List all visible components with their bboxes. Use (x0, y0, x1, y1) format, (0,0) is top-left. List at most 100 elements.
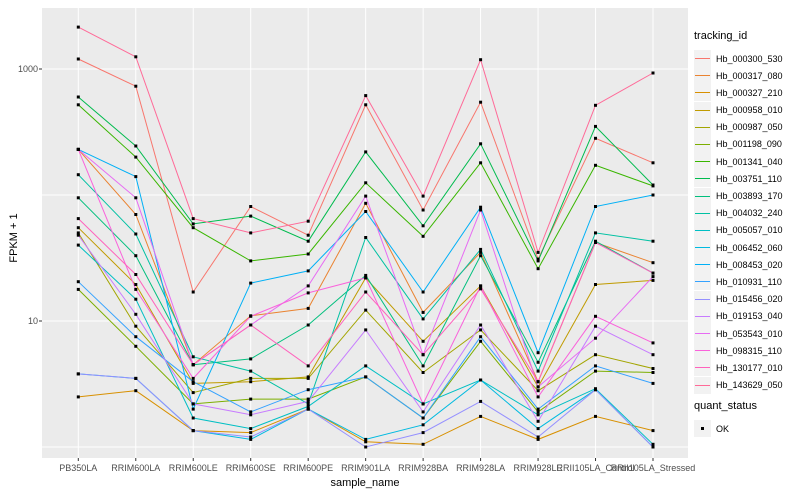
legend-key-swatch (694, 273, 711, 291)
data-point (306, 364, 310, 368)
data-point (594, 336, 597, 340)
legend-key-swatch (694, 420, 711, 437)
legend-item: Hb_098315_110 (694, 342, 800, 360)
data-point (76, 280, 80, 284)
data-point (191, 355, 195, 359)
data-point (306, 323, 310, 327)
data-point (421, 442, 425, 446)
data-point (421, 423, 425, 427)
legend-item: Hb_000317_080 (694, 67, 800, 85)
data-point (249, 397, 253, 401)
data-point (249, 376, 253, 380)
data-point (364, 210, 368, 213)
legend-item-label: Hb_000327_210 (716, 87, 783, 98)
data-point (594, 283, 597, 286)
legend-item: Hb_130177_010 (694, 359, 800, 377)
data-point (364, 103, 368, 107)
legend-items: Hb_000300_530 Hb_000317_080 Hb_000327_210 H… (694, 50, 800, 394)
legend-line-icon (695, 195, 710, 197)
data-point (134, 324, 138, 328)
legend-item: Hb_006452_060 (694, 239, 800, 257)
data-point (76, 217, 80, 221)
data-point (651, 429, 655, 433)
data-point (364, 194, 368, 198)
data-point (76, 25, 80, 29)
data-point (479, 399, 483, 403)
legend-item: Hb_001341_040 (694, 153, 800, 171)
data-point (364, 201, 368, 205)
data-point (134, 84, 138, 88)
data-point (651, 445, 655, 449)
x-tick-label: RRII105LA_Control (556, 463, 635, 473)
legend-item: Hb_000300_530 (694, 50, 800, 67)
data-point (479, 323, 483, 327)
data-point (76, 196, 80, 200)
data-point (594, 124, 597, 128)
data-point (651, 278, 655, 282)
data-point (651, 353, 655, 357)
x-tick-label: RRIM600LE (168, 463, 218, 473)
data-point (364, 94, 368, 98)
data-point (249, 205, 253, 208)
legend-item: Hb_015456_020 (694, 290, 800, 308)
data-point (479, 205, 483, 209)
data-point (536, 410, 540, 414)
legend-item: Hb_000327_210 (694, 84, 800, 102)
legend-item-label: Hb_130177_010 (716, 362, 783, 373)
data-point (651, 341, 655, 345)
data-point (651, 442, 655, 446)
legend-line-icon (695, 350, 710, 352)
data-point (651, 261, 655, 265)
data-point (191, 380, 195, 384)
data-point (536, 427, 540, 431)
data-point (191, 391, 195, 395)
data-point (594, 364, 597, 368)
data-point (594, 324, 597, 328)
data-point (306, 388, 310, 392)
data-point (76, 243, 80, 247)
data-point (421, 431, 425, 435)
data-point (421, 290, 425, 294)
data-point (191, 222, 195, 226)
legend-key-swatch (694, 50, 711, 67)
data-point (364, 276, 368, 280)
data-point (479, 100, 483, 104)
legend-line-icon (695, 298, 710, 300)
data-point (249, 369, 253, 373)
legend-line-icon (695, 315, 710, 317)
data-point (134, 254, 138, 258)
data-point (76, 395, 80, 399)
data-point (536, 267, 540, 271)
data-point (536, 360, 540, 364)
data-point (651, 275, 655, 279)
data-point (479, 378, 483, 382)
x-tick-label: RRIM928LA (456, 463, 506, 473)
data-point (479, 339, 483, 343)
data-point (306, 404, 310, 408)
legend-line-icon (695, 92, 710, 94)
legend-item: Hb_053543_010 (694, 325, 800, 342)
legend-line-icon (695, 384, 710, 386)
legend-item-label: Hb_098315_110 (716, 345, 782, 356)
data-point (191, 376, 195, 380)
data-point (651, 161, 655, 165)
legend2-title: quant_status (694, 400, 757, 412)
data-point (536, 259, 540, 263)
data-point (364, 375, 368, 379)
data-point (134, 175, 138, 179)
data-point (536, 380, 540, 384)
data-point (306, 239, 310, 243)
legend-key-swatch (694, 376, 711, 394)
legend-item-label: Hb_010931_110 (716, 276, 782, 287)
legend-line-icon (695, 247, 710, 249)
data-point (421, 339, 425, 343)
data-point (76, 103, 80, 107)
data-point (364, 290, 368, 294)
data-point (134, 376, 138, 380)
data-point (134, 273, 138, 276)
legend-quant-status: quant_status OK (694, 400, 800, 437)
data-point (479, 142, 483, 146)
data-point (421, 353, 425, 357)
data-point (306, 407, 310, 411)
data-point (76, 57, 80, 61)
